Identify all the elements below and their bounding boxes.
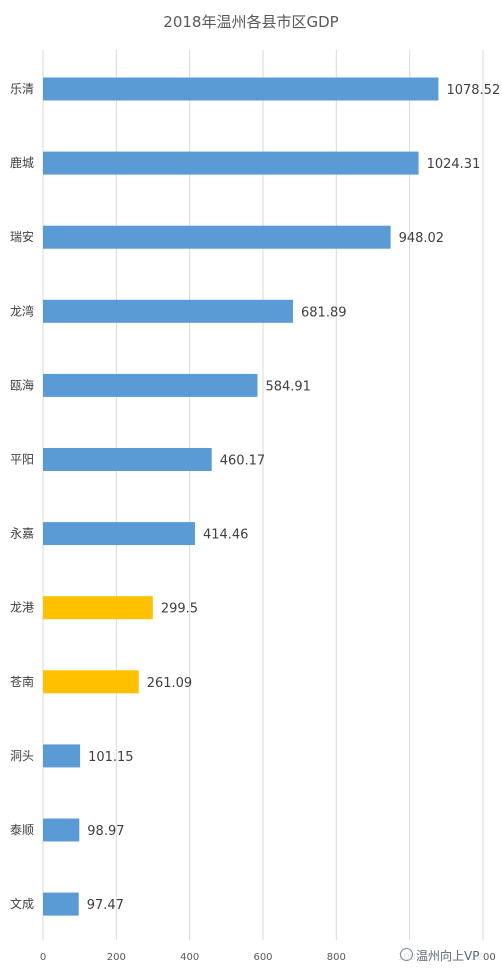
watermark-text: 温州向上VP xyxy=(416,949,480,963)
data-label: 101.15 xyxy=(88,750,134,765)
category-label: 乐清 xyxy=(10,82,34,96)
data-label: 584.91 xyxy=(265,379,311,394)
data-label: 98.97 xyxy=(87,824,124,839)
bar xyxy=(43,151,419,175)
data-label: 460.17 xyxy=(220,454,266,469)
data-label: 948.02 xyxy=(399,231,445,246)
wechat-icon xyxy=(400,948,413,961)
category-label: 苍南 xyxy=(10,674,34,689)
chart-title: 2018年温州各县市区GDP xyxy=(163,13,339,31)
data-label: 1024.31 xyxy=(427,157,481,172)
x-tick-label: 800 xyxy=(327,952,346,963)
x-tick-label: 600 xyxy=(253,952,272,963)
x-tick-label: 0 xyxy=(40,952,46,963)
x-tick-label: 200 xyxy=(107,952,126,963)
x-tick-label: 1200 xyxy=(470,952,495,963)
category-label: 泰顺 xyxy=(10,823,34,837)
watermark: 温州向上VP xyxy=(397,946,483,965)
bar xyxy=(43,744,81,768)
bar xyxy=(43,818,80,842)
data-label: 681.89 xyxy=(301,305,347,320)
category-label: 瑞安 xyxy=(10,229,34,244)
category-label: 平阳 xyxy=(10,453,34,467)
category-label: 龙湾 xyxy=(10,303,34,318)
bar xyxy=(43,77,439,101)
data-label: 414.46 xyxy=(203,528,249,543)
category-label: 永嘉 xyxy=(10,527,34,541)
data-label: 1078.52 xyxy=(446,83,500,98)
category-label: 文成 xyxy=(10,896,34,911)
data-label: 299.5 xyxy=(161,602,198,617)
bar xyxy=(43,892,79,916)
x-tick-label: 400 xyxy=(180,952,199,963)
category-label: 瓯海 xyxy=(10,377,34,392)
data-label: 261.09 xyxy=(147,676,193,691)
bar xyxy=(43,373,258,397)
bar xyxy=(43,299,294,323)
category-label: 洞头 xyxy=(10,749,34,763)
bar xyxy=(43,448,212,471)
bar xyxy=(43,522,195,546)
bar xyxy=(43,670,139,694)
data-label: 97.47 xyxy=(87,898,124,913)
bar xyxy=(43,596,153,620)
bar xyxy=(43,225,391,249)
category-label: 鹿城 xyxy=(10,155,34,170)
category-label: 龙港 xyxy=(10,601,34,615)
